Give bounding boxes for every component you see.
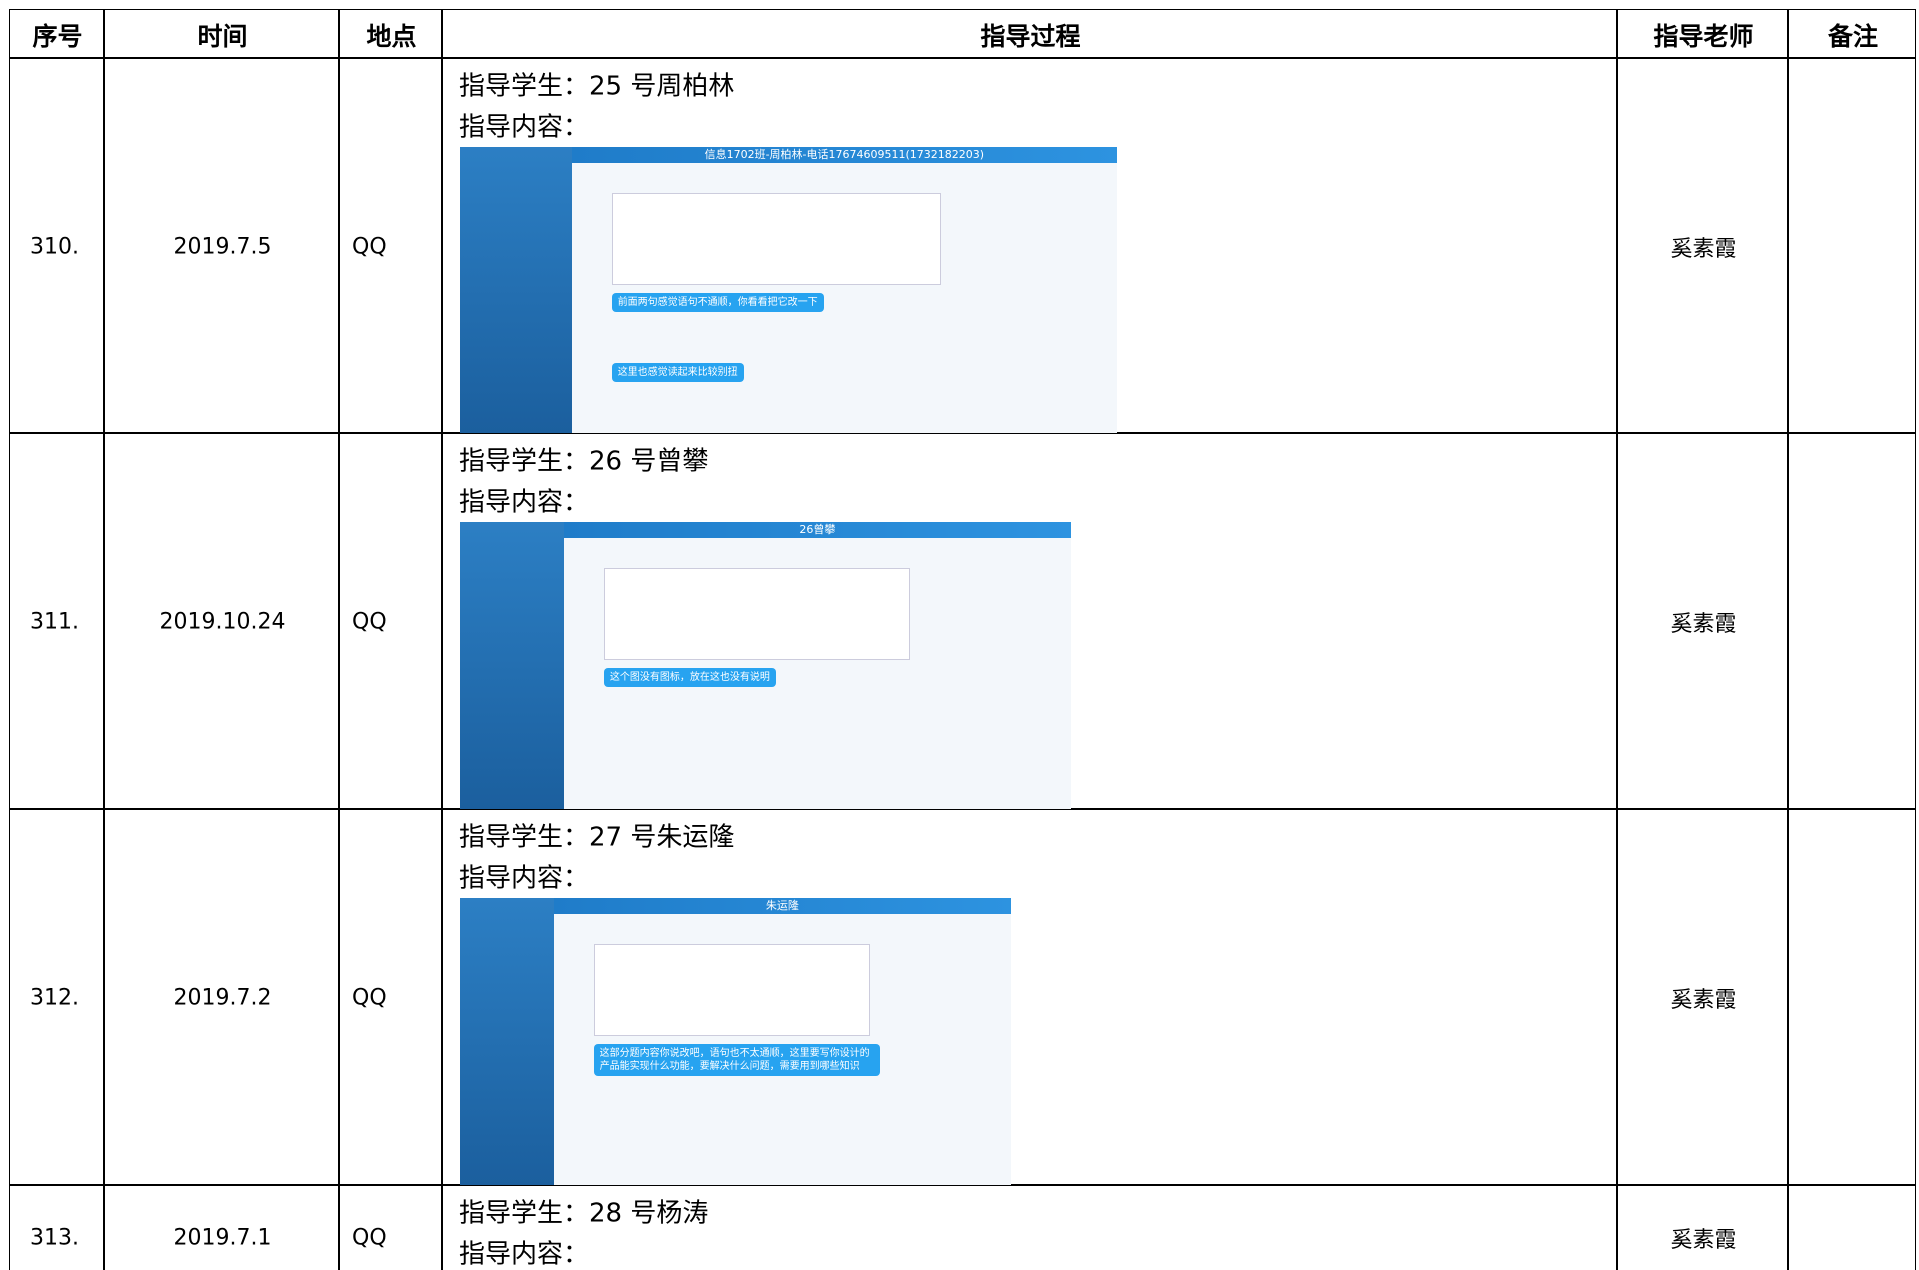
student-line: 指导学生：26 号曾攀 <box>459 446 709 477</box>
chat-sidebar <box>460 898 554 1185</box>
row-place: QQ <box>352 609 387 635</box>
chat-screenshot: 26曾攀这个图没有图标，放在这也没有说明 <box>460 522 1071 809</box>
chat-area: 这部分题内容你说改吧，语句也不太通顺，这里要写你设计的产品能实现什么功能，要解决… <box>553 914 1011 1185</box>
chat-screenshot: 朱运隆这部分题内容你说改吧，语句也不太通顺，这里要写你设计的产品能实现什么功能，… <box>460 898 1011 1185</box>
table-cell <box>442 809 1618 1186</box>
table-cell <box>104 58 340 434</box>
header-text: 指导过程 <box>980 21 1081 51</box>
content-label: 指导内容： <box>459 863 590 894</box>
chat-sidebar <box>460 522 564 809</box>
chat-message: 前面两句感觉语句不通顺，你看看把它改一下 <box>611 293 824 312</box>
chat-message: 这部分题内容你说改吧，语句也不太通顺，这里要写你设计的产品能实现什么功能，要解决… <box>593 1044 881 1076</box>
chat-message: 这个图没有图标，放在这也没有说明 <box>603 668 776 687</box>
table-cell <box>104 809 340 1186</box>
header-text: 地点 <box>366 21 417 51</box>
table-cell <box>1788 809 1917 1186</box>
header-cell <box>1788 9 1917 59</box>
chat-area: 这个图没有图标，放在这也没有说明 <box>563 538 1071 809</box>
row-date: 2019.10.24 <box>159 609 286 635</box>
teacher: 奚素霞 <box>1670 988 1737 1013</box>
header-cell <box>9 9 105 59</box>
table-cell <box>1788 433 1917 810</box>
chat-screenshot: 信息1702班-周柏林-电话17674609511(1732182203) 前面两… <box>460 147 1117 433</box>
table-cell <box>9 58 105 434</box>
chat-title: 朱运隆 <box>553 898 1011 914</box>
table-cell <box>1617 58 1789 434</box>
chat-area: 前面两句感觉语句不通顺，你看看把它改一下这里也感觉读起来比较别扭好的 <box>571 163 1117 433</box>
document-image <box>603 568 911 660</box>
row-index: 310. <box>30 234 79 259</box>
row-place: QQ <box>352 1225 387 1251</box>
teacher: 奚素霞 <box>1670 1228 1737 1253</box>
chat-message: 这里也感觉读起来比较别扭 <box>611 363 744 382</box>
row-date: 2019.7.2 <box>173 985 272 1011</box>
row-place: QQ <box>352 985 387 1011</box>
table-cell <box>9 1185 105 1270</box>
table-cell <box>1788 1185 1917 1270</box>
table-cell <box>442 1185 1618 1270</box>
header-text: 时间 <box>197 21 248 51</box>
table-cell <box>1617 1185 1789 1270</box>
row-place: QQ <box>352 234 387 259</box>
header-cell <box>442 9 1618 59</box>
table-cell <box>104 1185 340 1270</box>
header-cell <box>1617 9 1789 59</box>
header-cell <box>339 9 443 59</box>
table-cell <box>104 433 340 810</box>
chat-title: 信息1702班-周柏林-电话17674609511(1732182203) <box>571 147 1117 163</box>
student-line: 指导学生：27 号朱运隆 <box>459 822 735 853</box>
chat-sidebar <box>460 147 572 433</box>
row-date: 2019.7.5 <box>173 234 272 259</box>
row-index: 313. <box>30 1225 79 1251</box>
table-cell <box>1617 809 1789 1186</box>
table-cell <box>339 433 443 810</box>
student-line: 指导学生：28 号杨涛 <box>459 1198 709 1229</box>
row-index: 312. <box>30 985 79 1011</box>
table-cell <box>9 433 105 810</box>
table-cell <box>339 1185 443 1270</box>
header-text: 序号 <box>32 21 83 51</box>
row-index: 311. <box>30 609 79 635</box>
header-text: 指导老师 <box>1653 21 1754 51</box>
table-cell <box>339 809 443 1186</box>
content-label: 指导内容： <box>459 112 590 143</box>
document-image <box>593 944 871 1036</box>
student-line: 指导学生：25 号周柏林 <box>459 71 735 102</box>
header-text: 备注 <box>1827 21 1879 51</box>
header-cell <box>104 9 340 59</box>
table-cell <box>1788 58 1917 434</box>
table-cell <box>339 58 443 434</box>
teacher: 奚素霞 <box>1670 236 1737 262</box>
teacher: 奚素霞 <box>1670 612 1737 637</box>
row-date: 2019.7.1 <box>173 1225 272 1251</box>
content-label: 指导内容： <box>459 487 590 518</box>
document-image <box>611 193 941 285</box>
chat-title: 26曾攀 <box>563 522 1071 538</box>
table-cell <box>1617 433 1789 810</box>
table-cell <box>9 809 105 1186</box>
content-label: 指导内容： <box>459 1239 590 1270</box>
